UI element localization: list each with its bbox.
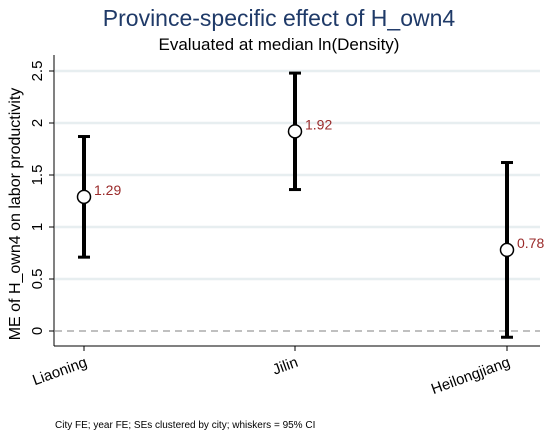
chart-title: Province-specific effect of H_own4: [103, 5, 456, 31]
x-tick-label: Liaoning: [30, 354, 89, 389]
y-tick-label: 0.5: [29, 269, 46, 290]
x-tick-label: Jilin: [270, 354, 300, 379]
x-axis-ticks: Liaoning Jilin Heilongjiang: [30, 346, 512, 398]
chart-note: City FE; year FE; SEs clustered by city;…: [55, 420, 315, 431]
y-axis-ticks: 0 0.5 1 1.5 2 2.5: [29, 61, 54, 335]
chart-subtitle: Evaluated at median ln(Density): [159, 35, 400, 54]
grid-lines: [55, 69, 540, 281]
y-axis-label: ME of H_own4 on labor productivity: [7, 88, 24, 341]
data-label: 0.78: [517, 235, 544, 251]
y-tick-label: 2: [29, 119, 46, 127]
y-tick-label: 1.5: [29, 165, 46, 186]
point-estimate-marker: [76, 189, 92, 205]
y-tick-label: 2.5: [29, 61, 46, 82]
series-points: 1.29 1.92 0.78: [76, 71, 544, 339]
point-estimate-marker: [287, 124, 303, 139]
x-tick-label: Heilongjiang: [429, 354, 512, 398]
y-tick-label: 1: [29, 223, 46, 231]
data-label: 1.92: [305, 116, 332, 132]
data-label: 1.29: [94, 182, 121, 198]
y-tick-label: 0: [29, 327, 46, 335]
point-estimate-marker: [499, 242, 515, 258]
